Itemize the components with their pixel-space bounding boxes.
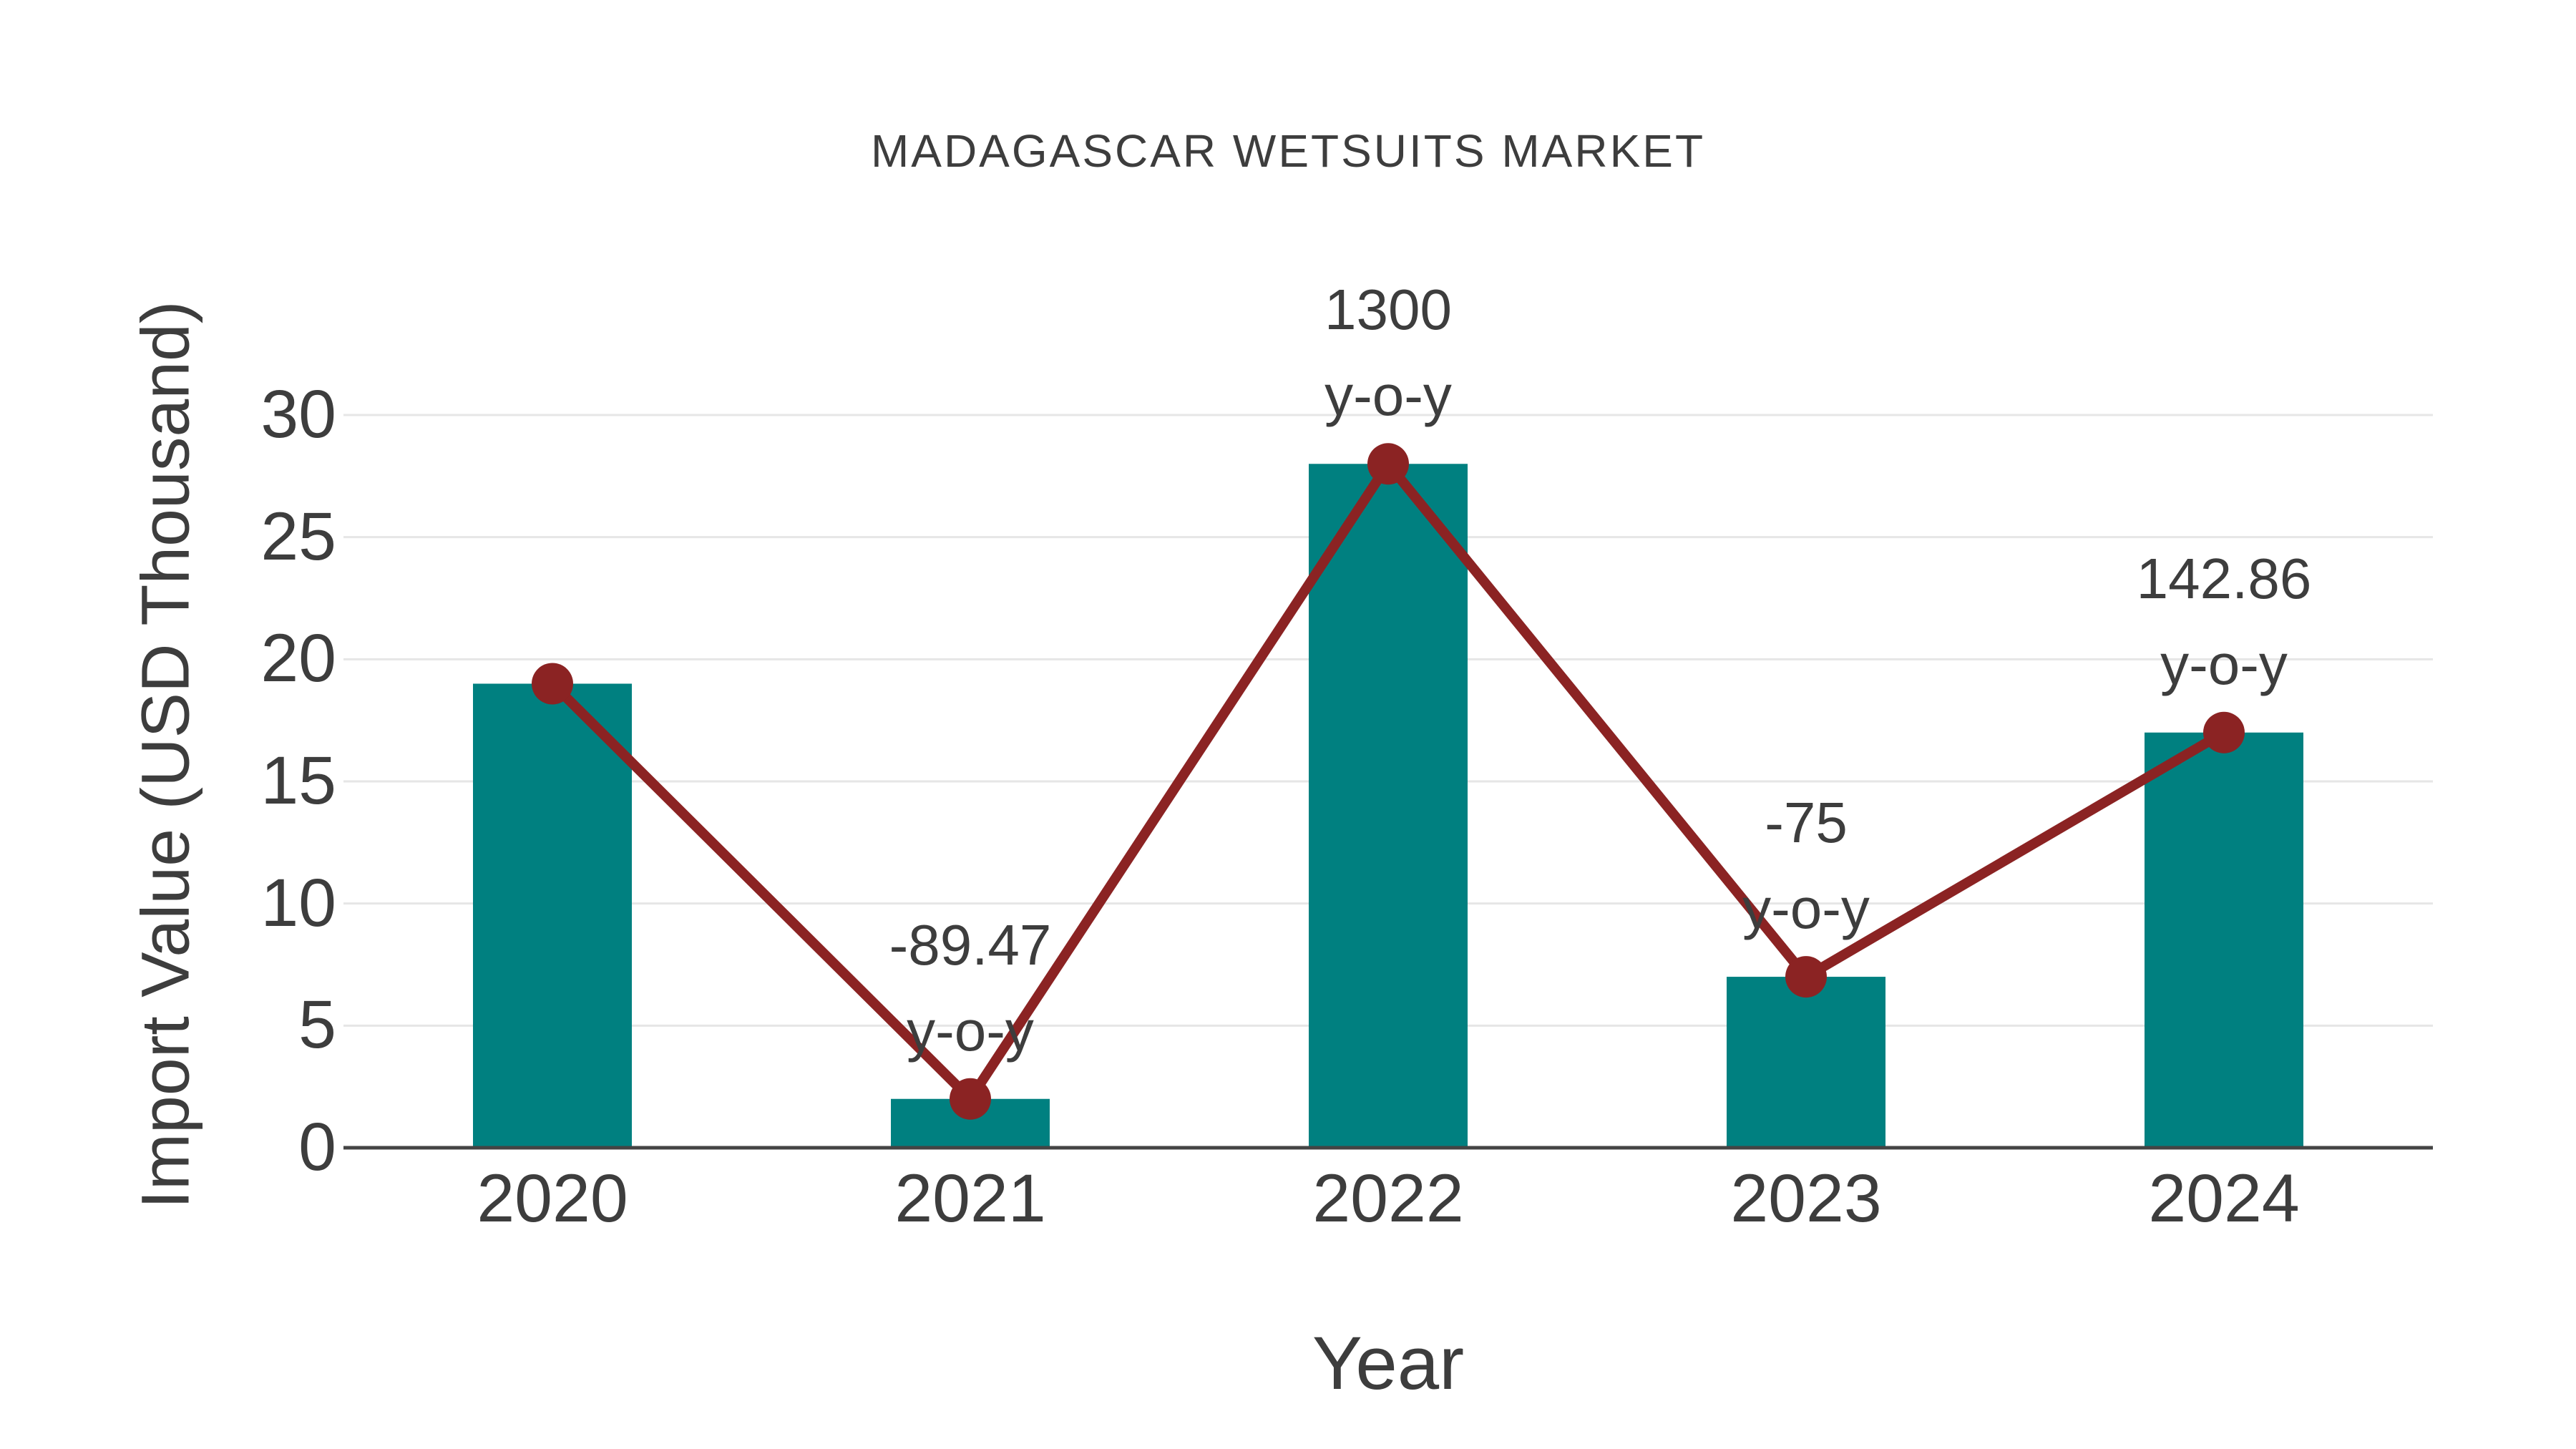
x-tick-label-2022: 2022	[1312, 1161, 1464, 1236]
y-tick-label-30: 30	[260, 376, 336, 452]
y-tick-label-10: 10	[260, 864, 336, 941]
bar-2023	[1727, 977, 1885, 1148]
x-tick-label-2020: 2020	[477, 1161, 628, 1236]
chart-title: MADAGASCAR WETSUITS MARKET	[870, 125, 1706, 177]
annotation-value-2021: -89.47	[889, 912, 1052, 977]
annotation-value-2022: 1300	[1324, 278, 1452, 342]
annotation-yoy-2024: y-o-y	[2160, 632, 2288, 696]
x-tick-label-2021: 2021	[894, 1161, 1046, 1236]
y-tick-label-15: 15	[260, 743, 336, 819]
yoy-marker-2022	[1367, 443, 1409, 485]
yoy-marker-2020	[532, 663, 573, 705]
y-tick-label-0: 0	[298, 1109, 336, 1185]
annotation-yoy-2021: y-o-y	[907, 998, 1034, 1063]
y-tick-label-25: 25	[260, 498, 336, 575]
yoy-marker-2023	[1785, 956, 1827, 998]
y-tick-label-20: 20	[260, 620, 336, 697]
x-tick-label-2023: 2023	[1730, 1161, 1882, 1236]
annotation-yoy-2023: y-o-y	[1742, 877, 1870, 941]
yoy-marker-2021	[950, 1078, 991, 1120]
x-tick-label-2024: 2024	[2148, 1161, 2300, 1236]
y-tick-label-5: 5	[298, 987, 336, 1063]
bar-2022	[1309, 464, 1468, 1148]
annotation-yoy-2022: y-o-y	[1324, 364, 1452, 428]
annotation-value-2024: 142.86	[2136, 546, 2312, 610]
yoy-marker-2024	[2203, 711, 2245, 753]
bar-2024	[2145, 732, 2303, 1148]
x-axis-label: Year	[1312, 1322, 1465, 1405]
bar-2020	[473, 683, 632, 1148]
annotation-value-2023: -75	[1765, 791, 1848, 855]
